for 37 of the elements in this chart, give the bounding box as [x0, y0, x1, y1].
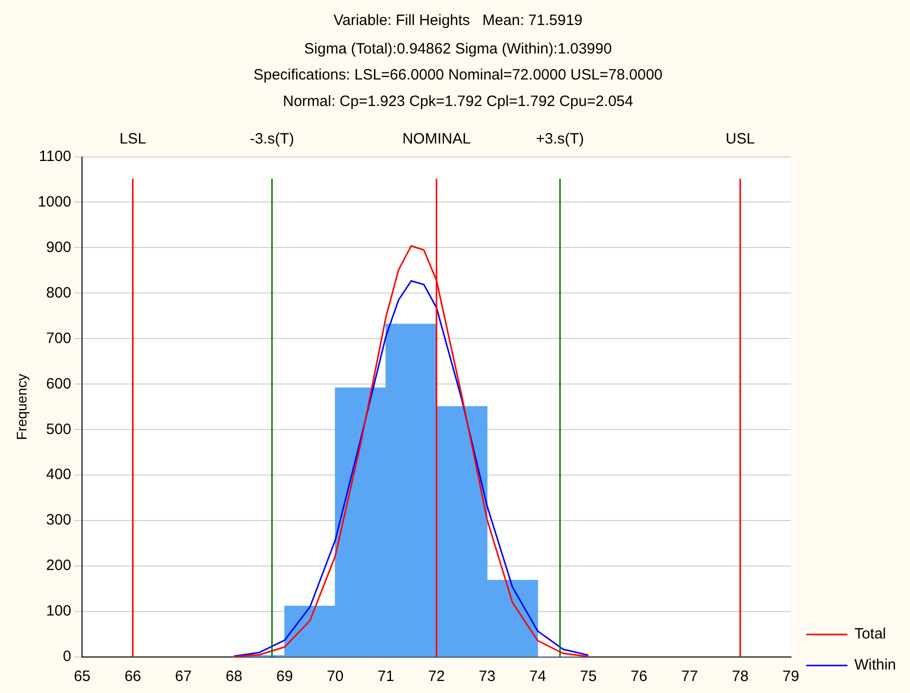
- x-tick-label: 77: [681, 668, 698, 686]
- x-tick-label: 70: [326, 668, 344, 686]
- y-tick-label: 500: [46, 420, 72, 438]
- x-tick-label: 69: [276, 668, 293, 686]
- chart-subtitle: Sigma (Total):0.94862 Sigma (Within):1.03990 Specifications: LSL=66.0000 Nominal=72.0000 USL=78.0000 Normal: Cp=1.923 Cpk=1.792 Cpl=1.792 Cpu=2.054: [253, 40, 663, 110]
- y-tick-label: 0: [62, 648, 72, 666]
- x-tick-label: 79: [782, 668, 800, 686]
- y-tick-label: 600: [46, 375, 72, 392]
- y-tick-label: 400: [46, 466, 72, 484]
- x-tick-label: 68: [226, 668, 242, 686]
- y-tick-label: 200: [46, 557, 72, 574]
- x-tick-label: 71: [378, 668, 394, 686]
- x-tick-label: 75: [580, 668, 597, 686]
- x-tick-label: 67: [175, 668, 192, 686]
- legend-label: Total: [854, 626, 886, 643]
- ref-line-label: NOMINAL: [402, 130, 471, 148]
- y-tick-label: 1000: [38, 193, 72, 210]
- y-tick-label: 700: [46, 330, 72, 347]
- y-tick-label: 100: [46, 602, 72, 620]
- y-tick-label: 800: [46, 284, 72, 302]
- x-tick-label: 78: [732, 668, 749, 686]
- y-tick-label: 300: [46, 512, 72, 529]
- ref-line-label: +3.s(T): [536, 130, 584, 148]
- y-axis-title: Frequency: [13, 374, 30, 440]
- chart-title: Variable: Fill Heights Mean: 71.5919: [333, 12, 583, 30]
- x-tick-label: 72: [428, 668, 445, 686]
- x-tick-label: 66: [124, 668, 142, 686]
- x-tick-label: 65: [74, 668, 91, 686]
- x-tick-label: 74: [529, 668, 546, 686]
- x-tick-label: 73: [478, 668, 496, 686]
- y-tick-label: 900: [46, 238, 72, 256]
- x-tick-label: 76: [630, 668, 648, 686]
- ref-line-label: USL: [726, 130, 755, 148]
- y-tick-label: 1100: [38, 148, 72, 165]
- legend-label: Within: [854, 656, 896, 674]
- ref-line-label: -3.s(T): [250, 130, 294, 148]
- ref-line-label: LSL: [119, 130, 146, 148]
